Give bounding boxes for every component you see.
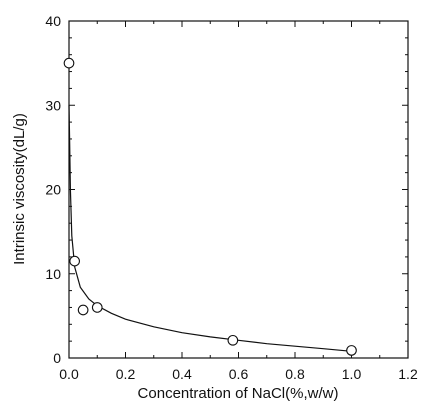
x-axis-title: Concentration of NaCl(%,w/w) (138, 385, 339, 402)
data-point (69, 255, 80, 267)
x-tick-label: 0.0 (59, 366, 79, 382)
data-point (346, 345, 357, 356)
x-tick-label: 0.4 (172, 366, 192, 382)
y-axis-title: Intrinsic viscosity(dL/g) (11, 113, 28, 265)
x-tick-label: 0.6 (229, 366, 249, 382)
x-tick-label: 0.2 (116, 366, 136, 382)
x-tick-label: 0.8 (285, 366, 305, 382)
tick-labels: 0.0 0.2 0.4 0.6 0.8 1.0 1.2 0 10 20 30 40 (45, 13, 418, 382)
data-point (63, 57, 75, 69)
y-tick-label: 0 (53, 350, 61, 366)
data-points (63, 57, 357, 356)
data-point (91, 302, 103, 313)
x-tick-label: 1.0 (342, 366, 362, 382)
data-point (227, 334, 239, 346)
y-tick-label: 20 (45, 182, 61, 198)
y-tick-label: 10 (45, 266, 61, 282)
axis-ticks (68, 20, 409, 359)
y-tick-label: 30 (45, 97, 61, 113)
fit-curve (68, 105, 352, 352)
x-tick-label: 1.2 (398, 366, 418, 382)
data-point (77, 304, 89, 316)
y-tick-label: 40 (45, 13, 61, 29)
plot-frame (68, 20, 409, 359)
